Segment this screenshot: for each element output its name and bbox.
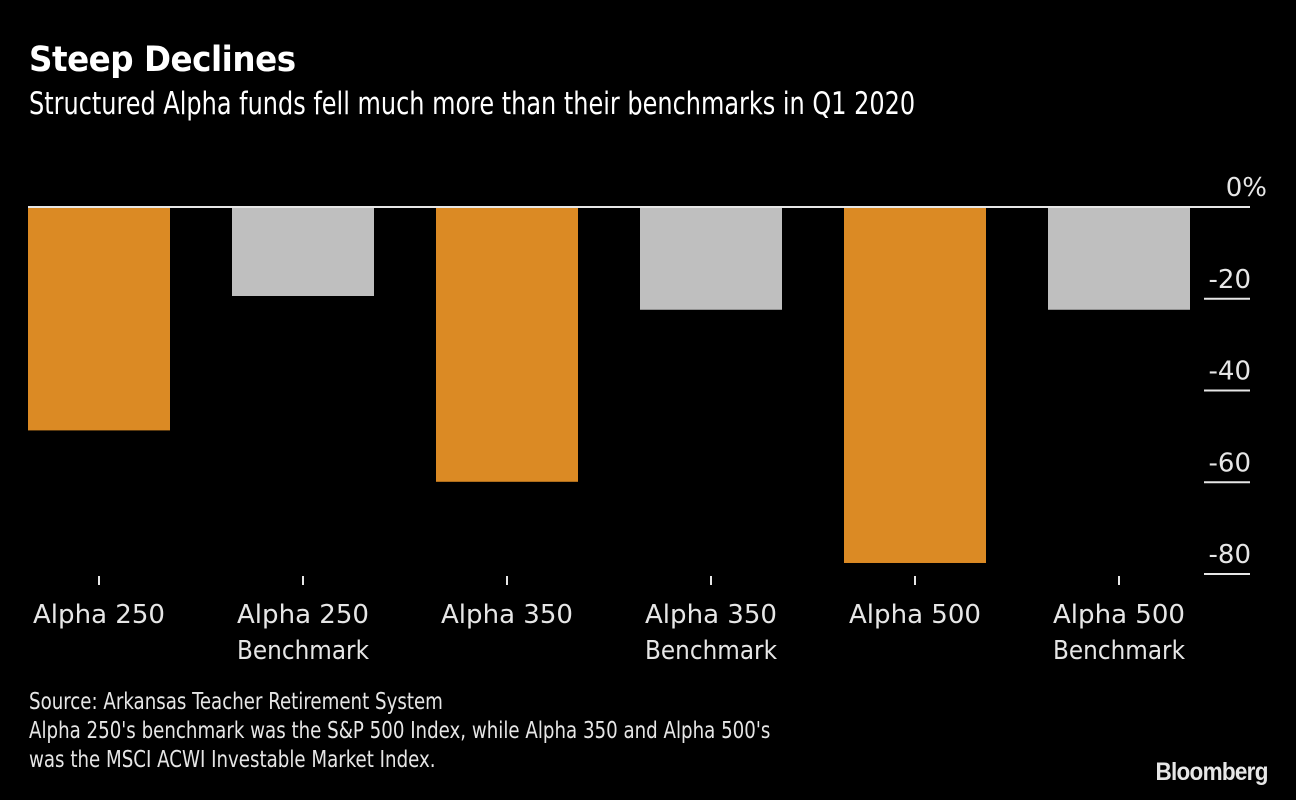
x-tick-label: Benchmark [237, 636, 369, 666]
x-tick-label: Alpha 250 [33, 600, 165, 630]
x-tick-label: Alpha 350 [441, 600, 573, 630]
y-axis: 0% -20 -40 -60 -80 [1204, 173, 1267, 575]
bar-alpha-250 [28, 207, 170, 431]
y-tick-label: -20 [1209, 265, 1251, 295]
chart-subtitle: Structured Alpha funds fell much more th… [29, 86, 916, 122]
y-tick-label: 0% [1226, 173, 1267, 203]
y-tick-label: -80 [1209, 540, 1251, 570]
bar-alpha-500 [844, 207, 986, 563]
x-tick-label: Benchmark [1053, 636, 1185, 666]
chart-title: Steep Declines [29, 40, 296, 80]
bars-group [28, 207, 1190, 563]
x-tick-label: Benchmark [645, 636, 777, 666]
x-tick-label: Alpha 250 [237, 600, 369, 630]
x-tick-label: Alpha 500 [1053, 600, 1185, 630]
source-text: Source: Arkansas Teacher Retirement Syst… [29, 689, 443, 715]
note-line-1: Alpha 250's benchmark was the S&P 500 In… [29, 718, 771, 744]
footnote: Source: Arkansas Teacher Retirement Syst… [29, 688, 770, 775]
y-tick-label: -60 [1209, 448, 1251, 478]
x-axis: Alpha 250 Alpha 250 Benchmark Alpha 350 Alph… [33, 576, 1185, 666]
bar-alpha-350 [436, 207, 578, 482]
note-line-2: was the MSCI ACWI Investable Market Inde… [29, 747, 436, 773]
bloomberg-logo: Bloomberg [1155, 758, 1269, 786]
x-tick-label: Alpha 350 [645, 600, 777, 630]
bar-alpha-250-benchmark [232, 207, 374, 296]
bar-alpha-350-benchmark [640, 207, 782, 310]
bar-alpha-500-benchmark [1048, 207, 1190, 310]
y-tick-label: -40 [1209, 357, 1251, 387]
x-tick-label: Alpha 500 [849, 600, 981, 630]
